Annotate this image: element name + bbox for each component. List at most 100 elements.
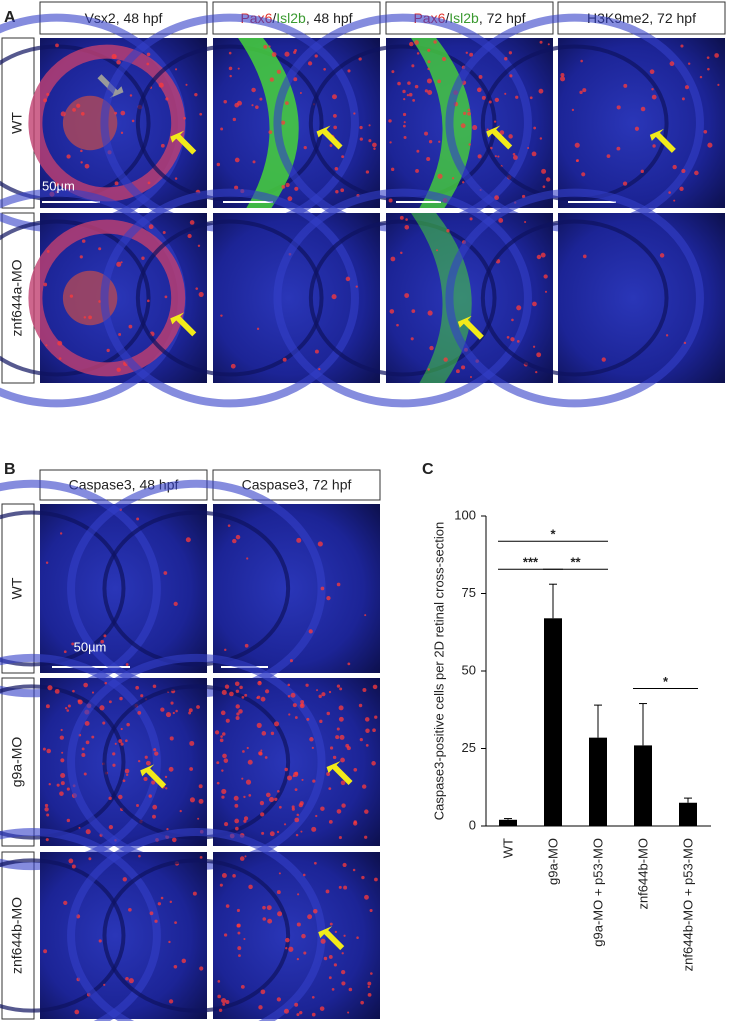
panel-label: B bbox=[4, 461, 16, 478]
red-cell bbox=[606, 154, 611, 158]
red-cell bbox=[162, 231, 166, 235]
label-box bbox=[1, 503, 35, 674]
retina-layer bbox=[102, 684, 291, 840]
red-cell bbox=[259, 97, 263, 101]
red-cell bbox=[295, 833, 299, 837]
red-cell bbox=[54, 688, 60, 694]
red-cell bbox=[271, 52, 277, 57]
red-cell bbox=[116, 367, 121, 372]
red-cell bbox=[359, 125, 363, 130]
red-cell bbox=[437, 173, 443, 179]
red-cell bbox=[307, 61, 313, 66]
red-cell bbox=[365, 728, 370, 733]
red-cell bbox=[214, 730, 220, 735]
red-cell bbox=[219, 883, 223, 887]
red-cell bbox=[57, 340, 63, 346]
red-cell bbox=[510, 337, 515, 342]
red-cell bbox=[114, 181, 119, 186]
red-cell bbox=[243, 816, 249, 821]
red-cell bbox=[259, 800, 265, 806]
red-cell bbox=[118, 794, 123, 800]
red-cell bbox=[257, 680, 262, 686]
red-cell bbox=[409, 41, 414, 47]
red-cell bbox=[651, 94, 657, 100]
red-cell bbox=[703, 129, 708, 134]
red-cell bbox=[46, 748, 52, 754]
red-cell bbox=[241, 777, 244, 780]
red-cell bbox=[100, 639, 105, 644]
red-cell bbox=[336, 582, 341, 587]
y-tick-label: 50 bbox=[462, 662, 476, 677]
red-cell bbox=[283, 823, 287, 826]
red-cell bbox=[538, 88, 544, 94]
red-cell bbox=[98, 939, 102, 943]
red-cell bbox=[694, 170, 699, 176]
red-cell bbox=[66, 787, 70, 791]
retina-layer bbox=[480, 44, 669, 202]
row-label: g9a-MO bbox=[9, 737, 25, 788]
red-cell bbox=[532, 345, 536, 348]
red-cell bbox=[403, 121, 406, 124]
red-cell bbox=[194, 92, 198, 97]
red-cell bbox=[513, 155, 518, 160]
red-cell bbox=[181, 958, 187, 964]
red-cell bbox=[328, 690, 332, 694]
red-cell bbox=[239, 856, 245, 861]
red-cell bbox=[183, 116, 186, 120]
red-cell bbox=[136, 517, 140, 521]
red-cell bbox=[467, 111, 471, 116]
red-cell bbox=[262, 917, 267, 921]
red-cell bbox=[312, 779, 316, 783]
red-cell bbox=[306, 717, 310, 721]
red-cell bbox=[54, 182, 59, 187]
red-cell bbox=[247, 759, 253, 765]
red-cell bbox=[499, 130, 505, 135]
red-cell bbox=[131, 119, 135, 123]
red-cell bbox=[443, 357, 448, 362]
red-cell bbox=[317, 541, 323, 547]
red-cell bbox=[232, 117, 237, 122]
eye-ring bbox=[28, 44, 186, 202]
red-cell bbox=[403, 124, 406, 128]
red-cell bbox=[224, 684, 230, 689]
bar bbox=[679, 802, 697, 826]
red-cell bbox=[659, 253, 665, 258]
red-cell bbox=[338, 705, 344, 711]
red-cell bbox=[717, 83, 720, 86]
red-cell bbox=[341, 981, 346, 986]
red-cell bbox=[571, 108, 575, 112]
red-cell bbox=[230, 363, 236, 369]
red-cell bbox=[228, 66, 233, 71]
red-cell bbox=[361, 875, 365, 880]
red-cell bbox=[261, 731, 267, 736]
red-cell bbox=[80, 111, 85, 116]
red-cell bbox=[240, 985, 245, 989]
red-cell bbox=[369, 972, 373, 975]
red-cell bbox=[294, 771, 299, 776]
red-cell bbox=[426, 78, 432, 84]
red-cell bbox=[43, 98, 48, 103]
red-cell bbox=[364, 717, 370, 722]
red-cell bbox=[63, 900, 68, 906]
red-cell bbox=[104, 681, 108, 685]
red-cell bbox=[333, 114, 337, 118]
x-tick-label: WT bbox=[500, 838, 515, 858]
y-tick-label: 75 bbox=[462, 585, 476, 600]
red-cell bbox=[285, 101, 289, 105]
red-cell bbox=[69, 294, 74, 298]
red-cell bbox=[334, 166, 339, 171]
red-cell bbox=[172, 711, 175, 715]
retina-layer bbox=[135, 44, 324, 202]
red-cell bbox=[536, 352, 542, 358]
retina-layer bbox=[135, 219, 324, 377]
red-cell bbox=[274, 721, 280, 727]
red-cell bbox=[291, 807, 295, 811]
red-cell bbox=[243, 937, 246, 941]
red-cell bbox=[341, 803, 346, 808]
red-cell bbox=[404, 224, 410, 230]
red-cell bbox=[48, 783, 51, 786]
red-cell bbox=[403, 97, 406, 101]
red-cell bbox=[189, 767, 194, 771]
red-cell bbox=[296, 1013, 300, 1017]
red-cell bbox=[248, 794, 252, 797]
